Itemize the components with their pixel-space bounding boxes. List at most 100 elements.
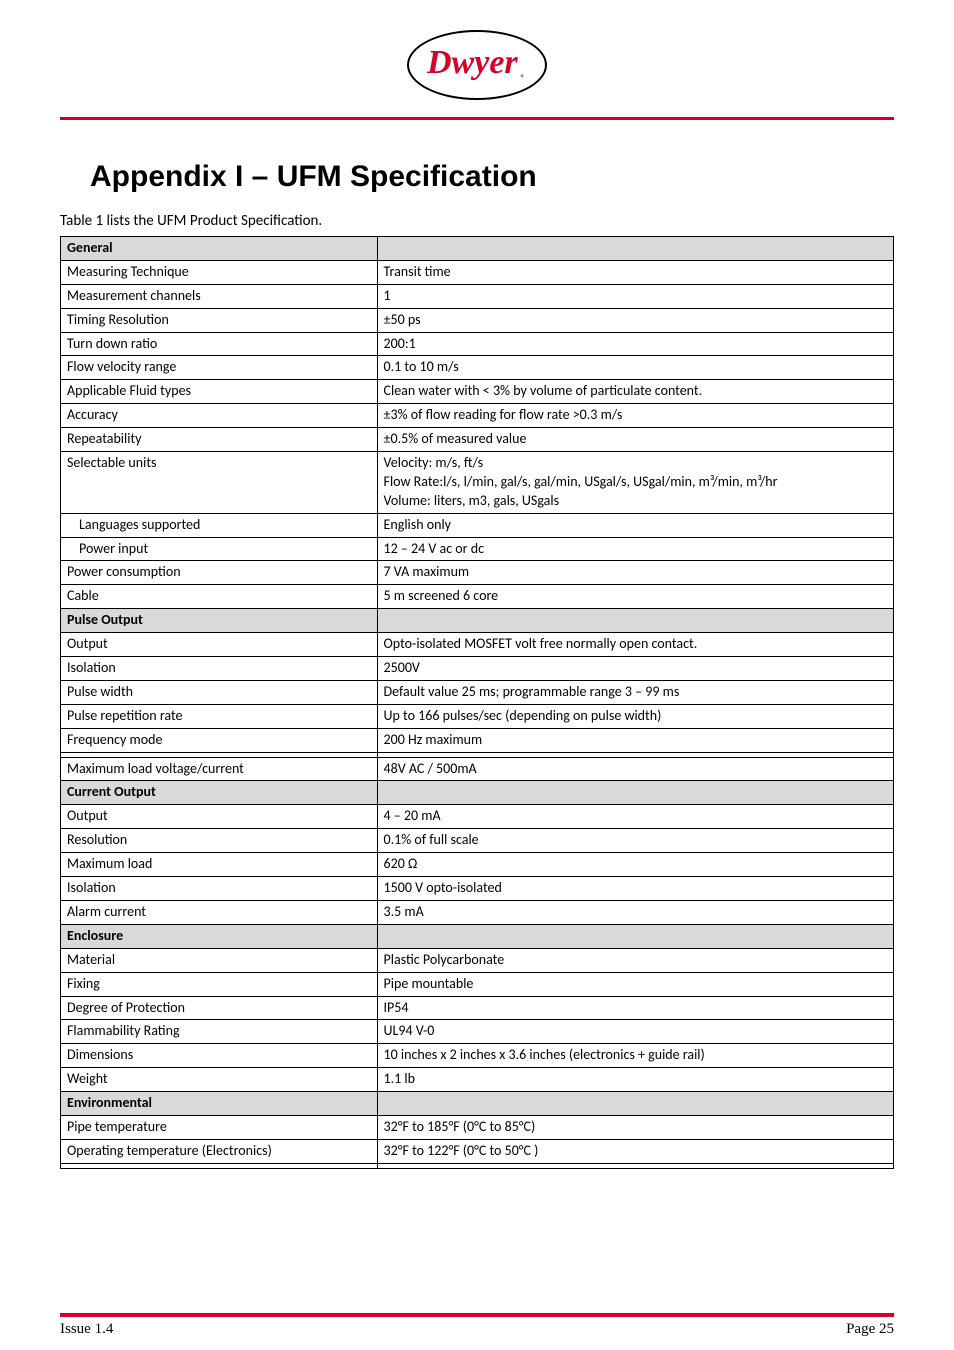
row-value: 2500V [377,657,893,681]
row-label: Weight [61,1068,378,1092]
row-value: 1500 V opto-isolated [377,877,893,901]
table-row: Accuracy±3% of flow reading for flow rat… [61,404,894,428]
table-row: Power consumption7 VA maximum [61,561,894,585]
table-row: Resolution0.1% of full scale [61,829,894,853]
row-value: 10 inches x 2 inches x 3.6 inches (elect… [377,1044,893,1068]
section-header-label: Environmental [61,1092,378,1116]
row-value: Pipe mountable [377,972,893,996]
table-row: Applicable Fluid typesClean water with <… [61,380,894,404]
row-value: 48V AC / 500mA [377,757,893,781]
section-header-label: Enclosure [61,924,378,948]
row-label: Material [61,948,378,972]
page-footer: Issue 1.4 Page 25 [60,1313,894,1338]
row-label: Repeatability [61,428,378,452]
row-label: Isolation [61,877,378,901]
row-value: 3.5 mA [377,900,893,924]
table-row: Measuring TechniqueTransit time [61,260,894,284]
row-value: Up to 166 pulses/sec (depending on pulse… [377,704,893,728]
page-title: Appendix I – UFM Specification [90,160,894,194]
table-row: Operating temperature (Electronics)32°F … [61,1139,894,1163]
table-row: Flow velocity range0.1 to 10 m/s [61,356,894,380]
table-row: Power input12 – 24 V ac or dc [61,537,894,561]
table-row: Frequency mode200 Hz maximum [61,728,894,752]
table-row: Turn down ratio200:1 [61,332,894,356]
row-label: Resolution [61,829,378,853]
row-value: Opto-isolated MOSFET volt free normally … [377,633,893,657]
row-value: Transit time [377,260,893,284]
row-value: Clean water with < 3% by volume of parti… [377,380,893,404]
footer-page: Page 25 [846,1321,894,1338]
table-row: Isolation1500 V opto-isolated [61,877,894,901]
table-row: Languages supportedEnglish only [61,513,894,537]
table-row: Maximum load voltage/current48V AC / 500… [61,757,894,781]
table-row: Timing Resolution±50 ps [61,308,894,332]
row-label: Fixing [61,972,378,996]
row-label: Maximum load voltage/current [61,757,378,781]
table-row: Dimensions10 inches x 2 inches x 3.6 inc… [61,1044,894,1068]
brand-name: Dwyer [427,44,518,82]
table-row: Measurement channels1 [61,284,894,308]
table-row: Alarm current3.5 mA [61,900,894,924]
row-label [61,1163,378,1168]
row-value: UL94 V-0 [377,1020,893,1044]
row-value: 200:1 [377,332,893,356]
row-label: Power input [61,537,378,561]
row-label: Alarm current [61,900,378,924]
section-header-row: Environmental [61,1092,894,1116]
row-label: Operating temperature (Electronics) [61,1139,378,1163]
row-value: 12 – 24 V ac or dc [377,537,893,561]
section-header-row: Pulse Output [61,609,894,633]
brand-logo: Dwyer ® [407,30,547,100]
table-row: Degree of ProtectionIP54 [61,996,894,1020]
table-row: Maximum load620 Ω [61,853,894,877]
table-row: Pulse widthDefault value 25 ms; programm… [61,680,894,704]
row-value: 32°F to 185°F (0°C to 85°C) [377,1115,893,1139]
section-header-empty [377,609,893,633]
table-row: Pulse repetition rateUp to 166 pulses/se… [61,704,894,728]
row-value: Velocity: m/s, ft/sFlow Rate:l/s, l/min,… [377,452,893,514]
table-row: OutputOpto-isolated MOSFET volt free nor… [61,633,894,657]
table-row: Isolation2500V [61,657,894,681]
row-label: Measurement channels [61,284,378,308]
row-value: ±3% of flow reading for flow rate >0.3 m… [377,404,893,428]
header-rule [60,117,894,120]
row-value: 1.1 lb [377,1068,893,1092]
row-label: Output [61,805,378,829]
row-value: English only [377,513,893,537]
row-value [377,1163,893,1168]
row-label: Isolation [61,657,378,681]
row-label: Output [61,633,378,657]
row-label: Measuring Technique [61,260,378,284]
section-header-label: General [61,237,378,261]
row-label: Power consumption [61,561,378,585]
section-header-label: Pulse Output [61,609,378,633]
row-label: Maximum load [61,853,378,877]
row-value: Plastic Polycarbonate [377,948,893,972]
section-header-row: Enclosure [61,924,894,948]
spec-table: GeneralMeasuring TechniqueTransit timeMe… [60,236,894,1169]
row-label: Flammability Rating [61,1020,378,1044]
table-row: Weight1.1 lb [61,1068,894,1092]
logo-container: Dwyer ® [60,30,894,105]
row-value: 0.1% of full scale [377,829,893,853]
row-label: Pulse width [61,680,378,704]
row-label: Frequency mode [61,728,378,752]
row-label: Dimensions [61,1044,378,1068]
registered-mark: ® [520,73,525,84]
row-label: Accuracy [61,404,378,428]
table-row: Selectable unitsVelocity: m/s, ft/sFlow … [61,452,894,514]
row-value: 4 – 20 mA [377,805,893,829]
row-value: 7 VA maximum [377,561,893,585]
row-label: Turn down ratio [61,332,378,356]
table-row: FixingPipe mountable [61,972,894,996]
row-value: ±50 ps [377,308,893,332]
row-value: 32°F to 122°F (0°C to 50°C ) [377,1139,893,1163]
section-header-empty [377,237,893,261]
row-value: IP54 [377,996,893,1020]
table-row: MaterialPlastic Polycarbonate [61,948,894,972]
row-label: Flow velocity range [61,356,378,380]
row-value: 620 Ω [377,853,893,877]
row-label: Pipe temperature [61,1115,378,1139]
table-row: Cable5 m screened 6 core [61,585,894,609]
row-label: Cable [61,585,378,609]
